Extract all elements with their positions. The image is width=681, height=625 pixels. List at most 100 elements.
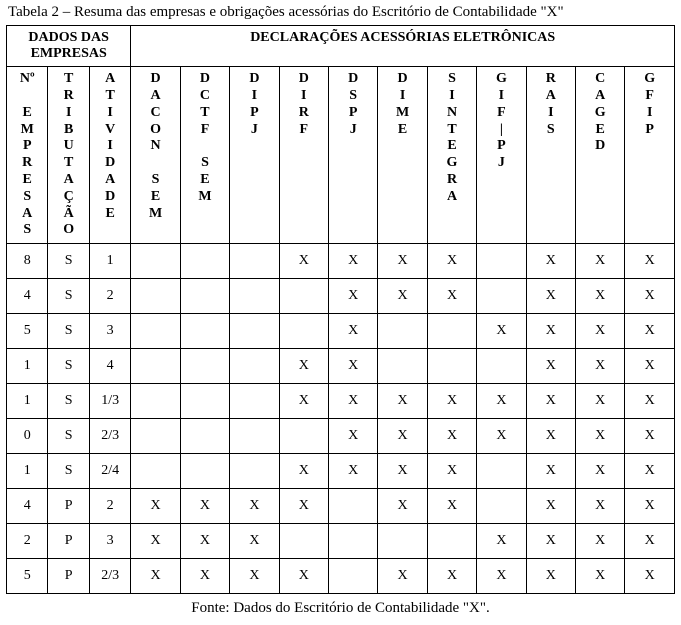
col-caged: C A G E D <box>576 67 625 244</box>
table-cell: X <box>526 314 575 349</box>
table-cell: X <box>279 454 328 489</box>
table-cell: 4 <box>89 349 130 384</box>
col-n-empresas: Nº E M P R E S A S <box>7 67 48 244</box>
col-tributacao: T R I B U T A Ç Ã O <box>48 67 89 244</box>
col-dacon: D A C O N S E M <box>131 67 180 244</box>
table-cell: X <box>131 559 180 594</box>
table-cell: 5 <box>7 314 48 349</box>
table-cell <box>279 314 328 349</box>
table-cell: S <box>48 419 89 454</box>
col-gfip: G F I P <box>625 67 675 244</box>
table-cell <box>230 349 279 384</box>
table-cell: X <box>427 419 476 454</box>
table-cell: 2/4 <box>89 454 130 489</box>
table-cell: X <box>526 454 575 489</box>
table-cell <box>427 349 476 384</box>
table-cell: 1 <box>89 244 130 279</box>
table-cell: X <box>328 244 377 279</box>
table-row: 1S4XXXXX <box>7 349 675 384</box>
table-cell <box>328 524 377 559</box>
table-cell: X <box>526 419 575 454</box>
col-dipj: D I P J <box>230 67 279 244</box>
table-cell: X <box>427 279 476 314</box>
table-cell <box>180 419 229 454</box>
table-cell: X <box>230 559 279 594</box>
table-cell: X <box>427 244 476 279</box>
table-row: 2P3XXXXXXX <box>7 524 675 559</box>
table-cell: X <box>625 384 675 419</box>
table-cell: X <box>279 489 328 524</box>
table-cell: X <box>378 419 427 454</box>
table-cell: S <box>48 244 89 279</box>
table-cell <box>378 524 427 559</box>
table-cell: X <box>279 384 328 419</box>
table-cell: 2/3 <box>89 559 130 594</box>
table-cell: X <box>576 349 625 384</box>
table-cell <box>279 524 328 559</box>
table-cell: X <box>328 419 377 454</box>
table-cell: X <box>328 384 377 419</box>
table-cell: P <box>48 559 89 594</box>
table-cell: X <box>526 384 575 419</box>
table-cell <box>131 419 180 454</box>
table-cell: X <box>378 454 427 489</box>
table-cell <box>131 314 180 349</box>
table-cell <box>378 349 427 384</box>
table-cell: X <box>526 489 575 524</box>
table-cell: 8 <box>7 244 48 279</box>
table-cell: S <box>48 349 89 384</box>
table-cell: X <box>279 349 328 384</box>
table-row: 5P2/3XXXXXXXXXX <box>7 559 675 594</box>
table-cell <box>477 349 526 384</box>
table-cell: X <box>378 244 427 279</box>
table-row: 1S2/4XXXXXXX <box>7 454 675 489</box>
table-row: 8S1XXXXXXX <box>7 244 675 279</box>
table-cell: P <box>48 524 89 559</box>
table-cell: X <box>526 349 575 384</box>
table-cell: X <box>526 279 575 314</box>
table-cell <box>131 384 180 419</box>
table-cell: X <box>328 349 377 384</box>
table-cell: X <box>427 454 476 489</box>
table-cell: X <box>378 279 427 314</box>
col-sintegra: S I N T E G R A <box>427 67 476 244</box>
table-cell: X <box>576 489 625 524</box>
table-row: 5S3XXXXX <box>7 314 675 349</box>
table-row: 1S1/3XXXXXXXX <box>7 384 675 419</box>
table-cell <box>131 349 180 384</box>
col-gifpj: G I F | P J <box>477 67 526 244</box>
table-cell: X <box>625 489 675 524</box>
table-cell <box>131 454 180 489</box>
table-cell: X <box>230 489 279 524</box>
table-cell: 1 <box>7 384 48 419</box>
table-cell <box>477 279 526 314</box>
table-cell: 4 <box>7 489 48 524</box>
table-cell: X <box>576 279 625 314</box>
table-cell <box>180 384 229 419</box>
table-cell: 2 <box>89 489 130 524</box>
table-cell: X <box>279 244 328 279</box>
table-cell: X <box>427 384 476 419</box>
table-cell: X <box>576 559 625 594</box>
table-cell: 0 <box>7 419 48 454</box>
table-cell: X <box>477 524 526 559</box>
table-cell: X <box>328 279 377 314</box>
table-cell: X <box>625 454 675 489</box>
table-cell: S <box>48 279 89 314</box>
table-row: 4P2XXXXXXXXX <box>7 489 675 524</box>
table-cell <box>230 454 279 489</box>
header-declaracoes: DECLARAÇÕES ACESSÓRIAS ELETRÔNICAS <box>131 26 675 67</box>
table-cell: X <box>576 524 625 559</box>
table-cell: X <box>625 244 675 279</box>
table-cell: X <box>328 314 377 349</box>
table-cell: X <box>576 244 625 279</box>
table-cell <box>180 279 229 314</box>
table-cell: 1 <box>7 454 48 489</box>
table-cell <box>230 244 279 279</box>
table-cell: X <box>477 314 526 349</box>
table-cell: X <box>180 559 229 594</box>
table-cell: 2 <box>7 524 48 559</box>
table-cell: 3 <box>89 524 130 559</box>
table-cell: X <box>378 384 427 419</box>
table-cell <box>427 314 476 349</box>
